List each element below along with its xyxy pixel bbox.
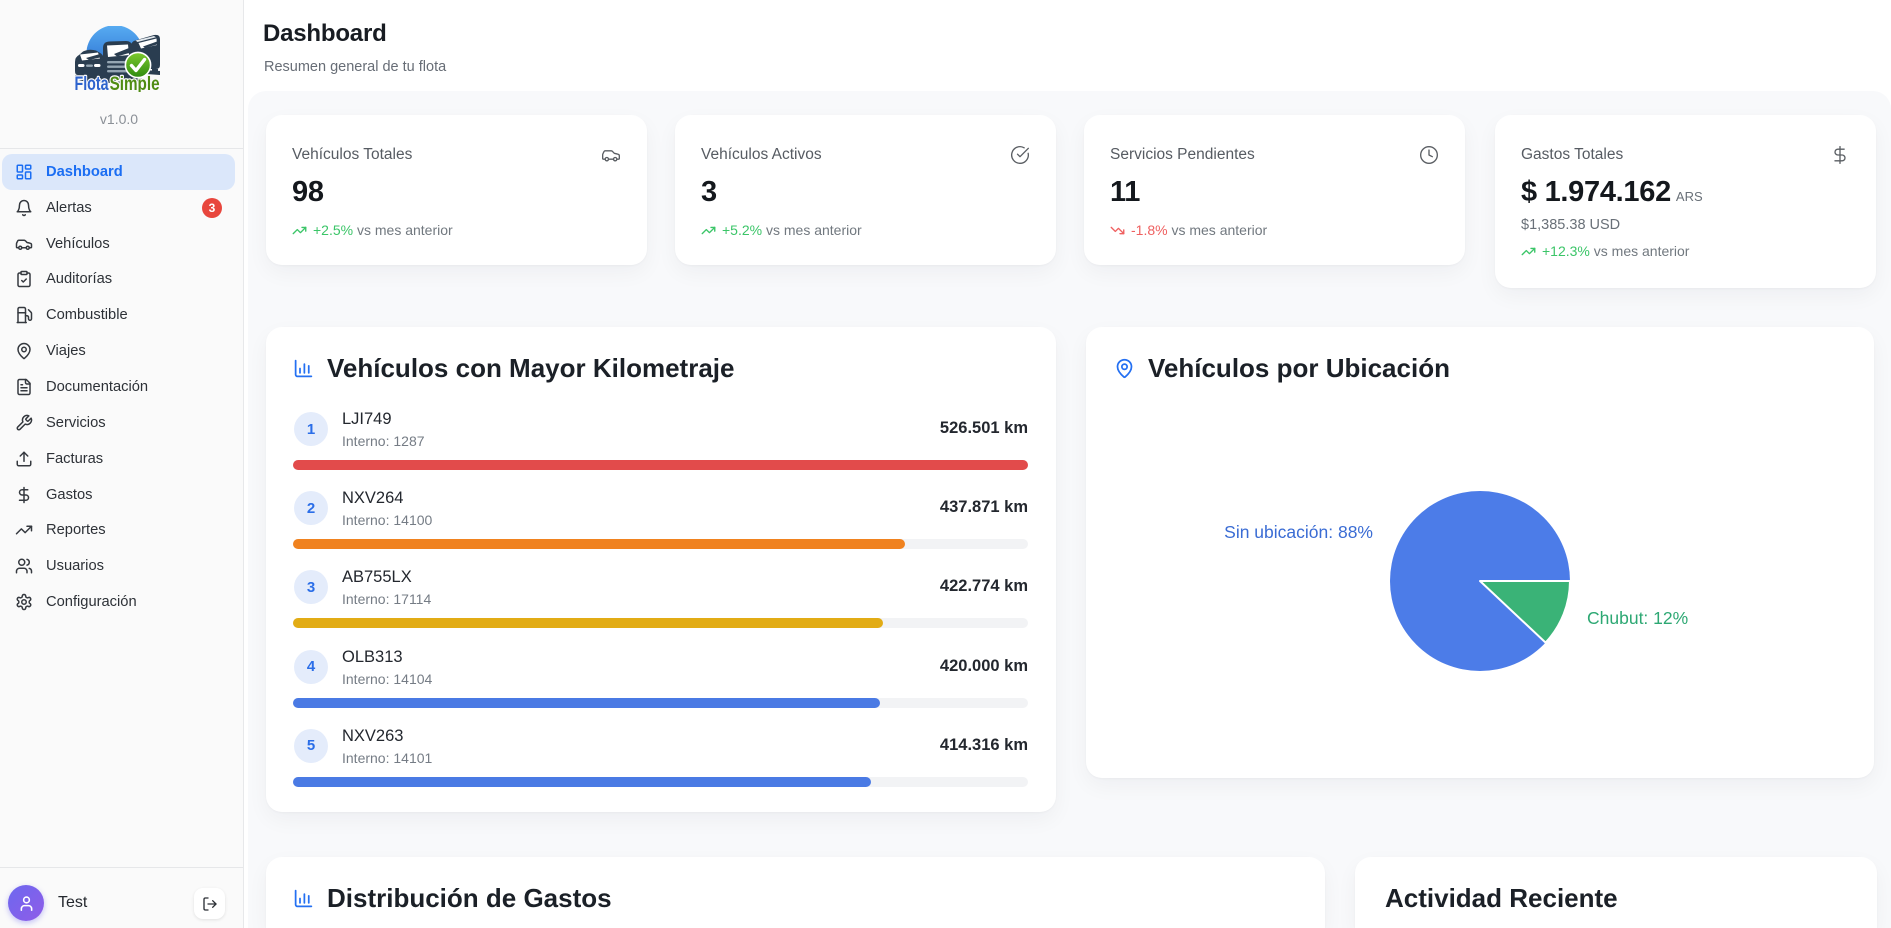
svg-text:Flota: Flota — [75, 74, 109, 92]
svg-text:Simple: Simple — [110, 74, 160, 92]
